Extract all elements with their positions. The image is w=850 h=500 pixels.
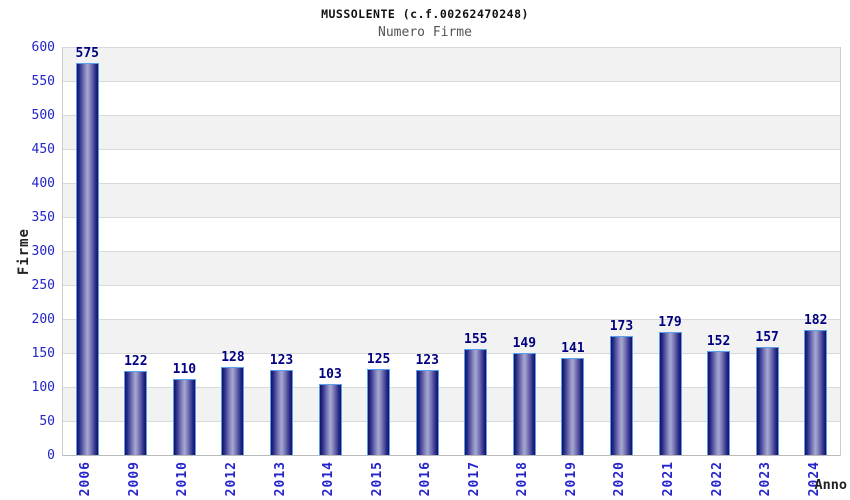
x-tick-label: 2009	[127, 461, 142, 500]
bar-value-label: 182	[803, 313, 828, 328]
bar	[512, 353, 536, 455]
y-tick-label: 550	[31, 73, 55, 89]
bar	[755, 347, 779, 455]
x-tick-label: 2010	[175, 461, 190, 500]
bar	[464, 349, 488, 455]
chart-subtitle: Numero Firme	[378, 25, 472, 40]
bar	[561, 358, 585, 455]
y-tick-label: 150	[31, 345, 55, 361]
x-tick-label-text: 2016	[418, 461, 434, 497]
x-tick-label-text: 2006	[78, 461, 94, 497]
y-tick-label: 450	[31, 141, 55, 157]
bar	[367, 369, 391, 455]
y-tick-label: 350	[31, 209, 55, 225]
x-tick-label-text: 2021	[661, 461, 677, 497]
chart-title: MUSSOLENTE (c.f.00262470248)	[321, 7, 529, 21]
bar	[804, 330, 828, 455]
bar-value-label: 110	[172, 362, 197, 377]
bar	[707, 351, 731, 455]
x-tick-label-text: 2023	[758, 461, 774, 497]
bar-value-label: 123	[415, 353, 439, 368]
plot-area: 575 122 110 128 123 103 125 123 155 149 141 173 179 1…	[62, 47, 841, 456]
bar-value-label: 179	[658, 315, 682, 330]
bar-value-label: 141	[561, 341, 585, 356]
y-tick-label: 200	[31, 311, 55, 327]
x-tick-label: 2012	[224, 461, 239, 500]
x-tick-label: 2022	[710, 461, 725, 500]
x-tick-label: 2013	[273, 461, 288, 500]
x-tick-label-text: 2018	[515, 461, 531, 497]
bar	[221, 367, 245, 455]
bar-value-label: 173	[609, 319, 634, 334]
y-tick-label: 250	[31, 277, 55, 293]
bar	[658, 332, 682, 455]
bar-value-label: 128	[221, 350, 245, 365]
bar-value-label: 157	[755, 330, 779, 345]
x-tick-label-text: 2010	[175, 461, 191, 497]
x-tick-label-text: 2017	[466, 461, 482, 497]
y-tick-label: 600	[31, 39, 55, 55]
x-tick-label-text: 2009	[126, 461, 142, 497]
bar	[75, 63, 99, 455]
x-tick-label: 2019	[564, 461, 579, 500]
x-tick-label-text: 2014	[321, 461, 337, 497]
x-tick-label: 2020	[612, 461, 627, 500]
y-tick-label: 500	[31, 107, 55, 123]
x-tick-label: 2021	[661, 461, 676, 500]
bar	[415, 370, 439, 455]
x-tick-label-text: 2022	[709, 461, 725, 497]
bar	[124, 371, 148, 455]
y-tick-label: 400	[31, 175, 55, 191]
x-tick-label-text: 2015	[369, 461, 385, 497]
bar-value-label: 123	[269, 353, 294, 368]
bar	[270, 370, 294, 455]
bar	[609, 336, 633, 455]
bar-value-label: 155	[464, 332, 488, 347]
bar-value-label: 103	[318, 367, 342, 382]
bar	[318, 384, 342, 455]
y-tick-label: 0	[47, 447, 55, 463]
x-tick-label-text: 2012	[223, 461, 239, 497]
bar-value-label: 125	[366, 352, 391, 367]
x-tick-label: 2017	[467, 461, 482, 500]
x-tick-label: 2018	[515, 461, 530, 500]
x-tick-label: 2016	[418, 461, 433, 500]
y-tick-label: 300	[31, 243, 55, 259]
x-tick-label: 2006	[78, 461, 93, 500]
bar-value-label: 152	[706, 334, 731, 349]
bar-value-label: 122	[124, 354, 148, 369]
bar	[172, 379, 196, 455]
y-tick-label: 50	[39, 413, 55, 429]
x-axis-title: Anno	[814, 477, 847, 493]
bar-value-label: 575	[75, 46, 100, 61]
x-tick-label: 2015	[370, 461, 385, 500]
x-tick-label: 2014	[321, 461, 336, 500]
bar-value-label: 149	[512, 336, 537, 351]
x-tick-label: 2023	[758, 461, 773, 500]
x-tick-label-text: 2019	[563, 461, 579, 497]
y-tick-label: 100	[31, 379, 55, 395]
x-tick-label-text: 2020	[612, 461, 628, 497]
x-tick-label-text: 2013	[272, 461, 288, 497]
